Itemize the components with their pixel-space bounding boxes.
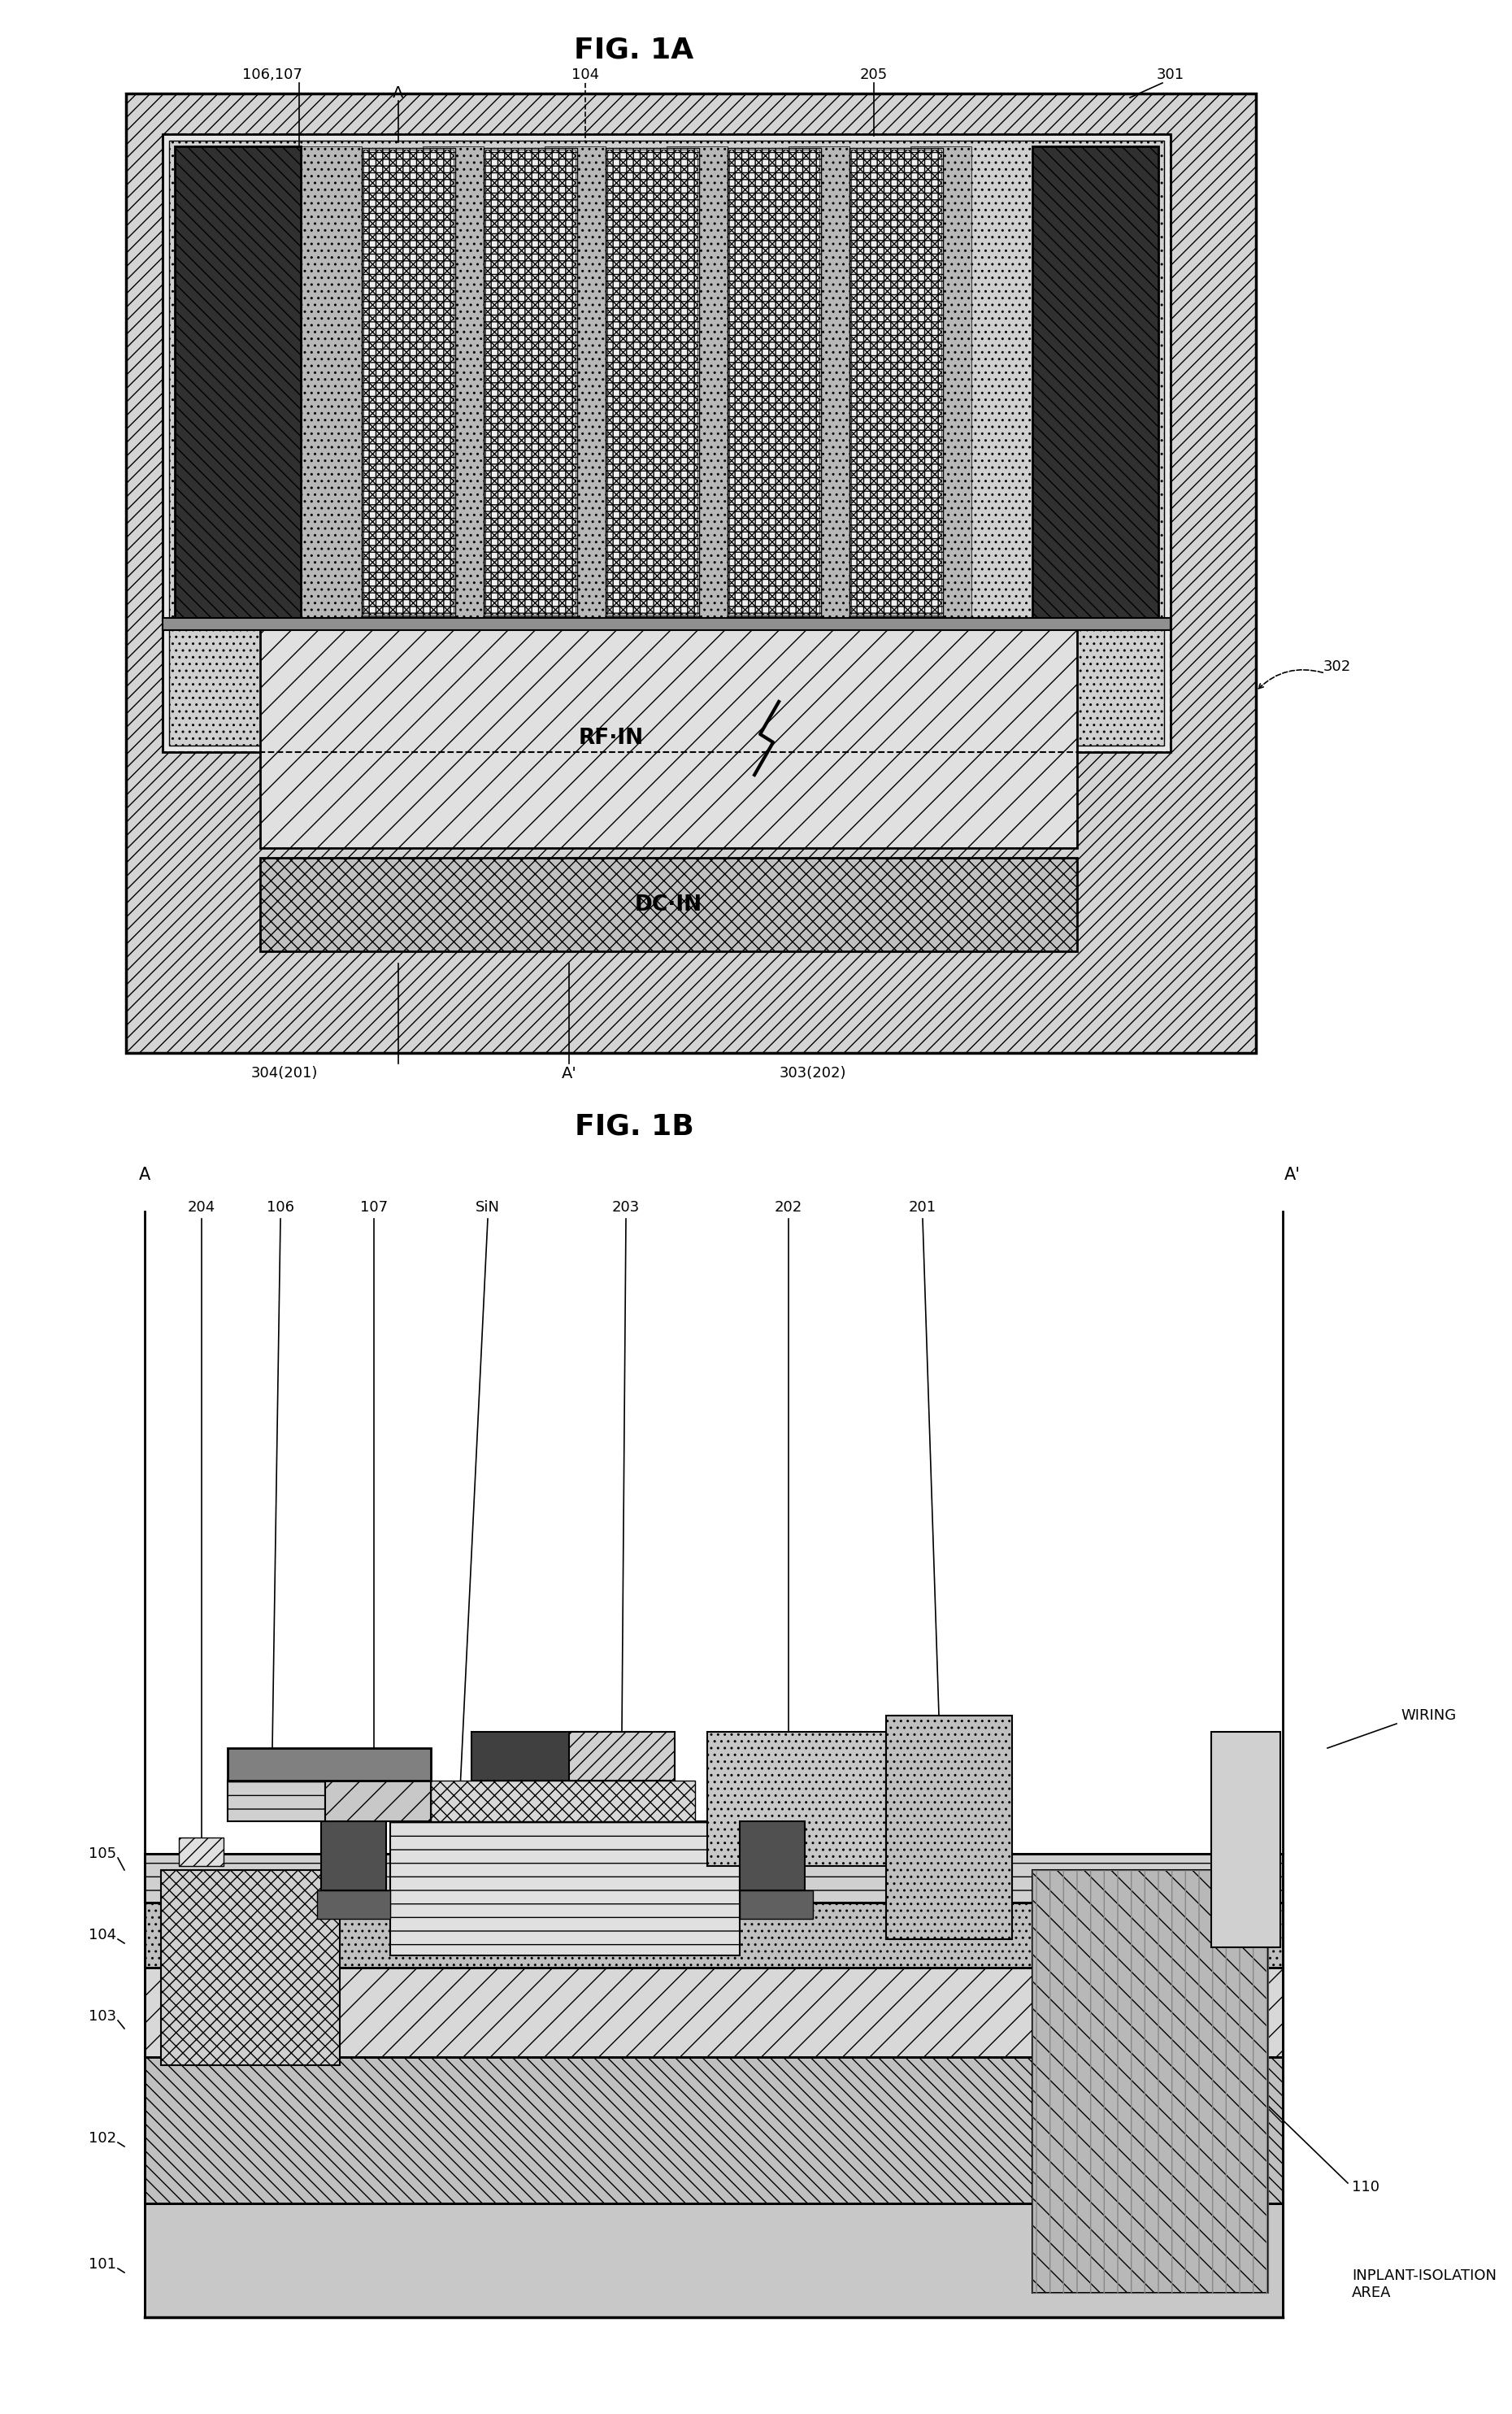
Text: FIG. 1B: FIG. 1B (575, 1113, 694, 1139)
Bar (301, 147, 361, 618)
Bar (667, 147, 727, 618)
Text: 203: 203 (612, 1200, 640, 1214)
Text: 110: 110 (1352, 2180, 1379, 2194)
Text: 102: 102 (89, 2132, 116, 2146)
Bar (789, 147, 850, 618)
Text: 101: 101 (89, 2257, 116, 2272)
Bar (708, 1731, 886, 1866)
Text: A: A (139, 1166, 151, 1183)
Bar (729, 150, 820, 616)
Bar (163, 618, 1170, 630)
Bar (1033, 1871, 1269, 2293)
Bar (1211, 1731, 1281, 1948)
Bar (390, 1820, 739, 1955)
Bar (260, 628, 1077, 847)
Bar (325, 1782, 431, 1820)
Bar (228, 1782, 325, 1820)
Text: RF·IN: RF·IN (579, 727, 644, 748)
Bar (423, 147, 484, 618)
Text: A': A' (561, 1065, 576, 1081)
Text: A: A (393, 84, 404, 101)
Bar (485, 150, 576, 616)
Bar (178, 1837, 224, 1866)
Bar (484, 147, 578, 616)
Text: 301: 301 (1157, 68, 1184, 82)
Bar (606, 147, 699, 616)
Text: 103: 103 (89, 2008, 116, 2023)
Bar (739, 1890, 813, 1919)
Text: 303(202): 303(202) (779, 1067, 847, 1081)
Bar (727, 147, 821, 616)
Bar (739, 1820, 804, 1890)
Bar (910, 147, 971, 618)
Bar (851, 150, 942, 616)
Text: 105: 105 (89, 1847, 116, 1861)
Bar (260, 857, 1077, 951)
Text: 106: 106 (266, 1200, 295, 1214)
Text: 204: 204 (187, 1200, 216, 1214)
Text: 205: 205 (860, 68, 888, 82)
Bar (569, 1731, 674, 1782)
Bar (169, 140, 1164, 746)
Text: 202: 202 (774, 1200, 803, 1214)
Text: FIG. 1A: FIG. 1A (575, 36, 694, 65)
Text: 201: 201 (909, 1200, 936, 1214)
Bar (145, 2204, 1282, 2317)
Bar (228, 1748, 431, 1782)
Text: SiN: SiN (476, 1200, 500, 1214)
Text: DC·IN: DC·IN (635, 893, 703, 915)
Bar (850, 147, 943, 616)
Bar (318, 1890, 390, 1919)
Bar (1033, 1871, 1269, 2293)
Bar (163, 135, 1170, 753)
Bar (145, 1902, 1282, 1967)
Bar (321, 1820, 386, 1890)
Bar (886, 1716, 1012, 1938)
Bar (361, 147, 455, 616)
Bar (608, 150, 697, 616)
Bar (1033, 147, 1158, 618)
Bar (431, 1782, 696, 1820)
Text: INPLANT-ISOLATION
AREA: INPLANT-ISOLATION AREA (1352, 2269, 1497, 2301)
Text: 104: 104 (89, 1929, 116, 1943)
Text: 104: 104 (572, 68, 599, 82)
Text: A': A' (1284, 1166, 1300, 1183)
Bar (544, 147, 606, 618)
Text: WIRING: WIRING (1400, 1709, 1456, 1724)
Bar (175, 147, 301, 618)
Bar (472, 1731, 646, 1782)
Bar (145, 2057, 1282, 2204)
Bar (125, 94, 1256, 1053)
Text: 107: 107 (360, 1200, 387, 1214)
Bar (145, 1967, 1282, 2057)
Bar (163, 135, 1170, 753)
Bar (363, 150, 454, 616)
Bar (160, 1871, 340, 2066)
Text: 106,107: 106,107 (242, 68, 302, 82)
Bar (145, 1854, 1282, 1902)
Text: 302: 302 (1323, 659, 1352, 674)
Text: 304(201): 304(201) (251, 1067, 318, 1081)
